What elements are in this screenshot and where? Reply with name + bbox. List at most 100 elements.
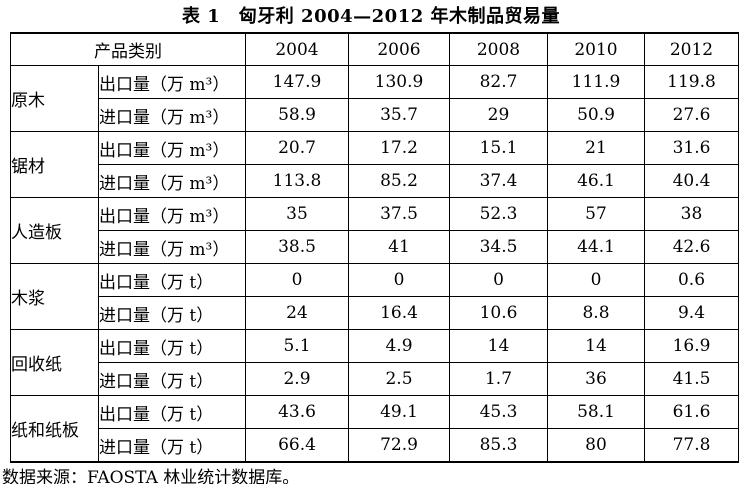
value-cell: 85.2 <box>348 164 450 198</box>
value-cell: 52.3 <box>449 197 548 231</box>
value-cell: 80 <box>547 428 645 463</box>
value-cell: 14 <box>547 329 645 363</box>
value-cell: 29 <box>449 98 548 132</box>
value-cell: 16.9 <box>644 329 739 363</box>
value-cell: 31.6 <box>644 131 739 165</box>
value-cell: 4.9 <box>348 329 450 363</box>
measure-cell: 进口量（万 t） <box>98 362 246 396</box>
measure-cell: 进口量（万 t） <box>98 296 246 330</box>
table-row: 进口量（万 m³） 113.8 85.2 37.4 46.1 40.4 <box>11 164 739 198</box>
year-header-cell: 2006 <box>348 32 450 66</box>
table-row: 回收纸 出口量（万 t） 5.1 4.9 14 14 16.9 <box>10 329 739 396</box>
table-row: 进口量（万 m³） 38.5 41 34.5 44.1 42.6 <box>11 230 739 264</box>
value-cell: 82.7 <box>449 65 548 99</box>
year-header-cell: 2010 <box>547 32 645 66</box>
measure-cell: 出口量（万 m³） <box>98 131 246 165</box>
value-cell: 5.1 <box>245 329 349 363</box>
category-cell: 原木 <box>10 65 99 132</box>
value-cell: 42.6 <box>644 230 739 264</box>
table-title: 表 1 匈牙利 2004—2012 年木制品贸易量 <box>181 6 561 27</box>
value-cell: 113.8 <box>245 164 349 198</box>
table-row: 进口量（万 t） 66.4 72.9 85.3 80 77.8 <box>11 428 739 463</box>
value-cell: 46.1 <box>547 164 645 198</box>
table-row: 原木 出口量（万 m³） 147.9 130.9 82.7 111.9 119.… <box>10 65 739 132</box>
value-cell: 77.8 <box>644 428 739 463</box>
table-row: 纸和纸板 出口量（万 t） 43.6 49.1 45.3 58.1 61.6 <box>10 395 739 463</box>
category-cell: 回收纸 <box>10 329 99 396</box>
table-row: 锯材 出口量（万 m³） 20.7 17.2 15.1 21 31.6 <box>10 131 739 198</box>
value-cell: 34.5 <box>449 230 548 264</box>
value-cell: 37.4 <box>449 164 548 198</box>
value-cell: 24 <box>245 296 349 330</box>
value-cell: 0 <box>547 263 645 297</box>
measure-cell: 进口量（万 m³） <box>98 230 246 264</box>
year-header-cell: 2008 <box>449 32 548 66</box>
table-row: 进口量（万 t） 2.9 2.5 1.7 36 41.5 <box>11 362 739 396</box>
year-header-cell: 2004 <box>245 32 349 66</box>
value-cell: 17.2 <box>348 131 450 165</box>
value-cell: 72.9 <box>348 428 450 463</box>
measure-cell: 进口量（万 m³） <box>98 164 246 198</box>
value-cell: 2.9 <box>245 362 349 396</box>
value-cell: 58.1 <box>547 395 645 429</box>
measure-cell: 出口量（万 t） <box>98 395 246 429</box>
measure-cell: 出口量（万 t） <box>98 263 246 297</box>
value-cell: 147.9 <box>245 65 349 99</box>
value-cell: 37.5 <box>348 197 450 231</box>
value-cell: 111.9 <box>547 65 645 99</box>
value-cell: 27.6 <box>644 98 739 132</box>
measure-cell: 出口量（万 m³） <box>98 65 246 99</box>
value-cell: 20.7 <box>245 131 349 165</box>
value-cell: 66.4 <box>245 428 349 463</box>
value-cell: 0 <box>348 263 450 297</box>
table-row: 木浆 出口量（万 t） 0 0 0 0 0.6 <box>10 263 739 330</box>
table-row: 人造板 出口量（万 m³） 35 37.5 52.3 57 38 <box>10 197 739 264</box>
measure-cell: 出口量（万 m³） <box>98 197 246 231</box>
value-cell: 43.6 <box>245 395 349 429</box>
value-cell: 0 <box>245 263 349 297</box>
header-row: 产品类别 2004 2006 2008 2010 2012 <box>10 32 739 66</box>
value-cell: 61.6 <box>644 395 739 429</box>
measure-cell: 进口量（万 m³） <box>98 98 246 132</box>
measure-cell: 进口量（万 t） <box>98 428 246 463</box>
table-row: 进口量（万 t） 24 16.4 10.6 8.8 9.4 <box>11 296 739 330</box>
value-cell: 35 <box>245 197 349 231</box>
corner-header-cell: 产品类别 <box>10 32 246 66</box>
value-cell: 14 <box>449 329 548 363</box>
value-cell: 8.8 <box>547 296 645 330</box>
data-source-note: 数据来源：FAOSTA 林业统计数据库。 <box>2 468 300 484</box>
value-cell: 119.8 <box>644 65 739 99</box>
value-cell: 21 <box>547 131 645 165</box>
value-cell: 0 <box>449 263 548 297</box>
measure-cell: 出口量（万 t） <box>98 329 246 363</box>
value-cell: 40.4 <box>644 164 739 198</box>
value-cell: 0.6 <box>644 263 739 297</box>
value-cell: 35.7 <box>348 98 450 132</box>
value-cell: 45.3 <box>449 395 548 429</box>
value-cell: 85.3 <box>449 428 548 463</box>
category-cell: 人造板 <box>10 197 99 264</box>
category-cell: 纸和纸板 <box>10 395 99 463</box>
value-cell: 41.5 <box>644 362 739 396</box>
category-cell: 木浆 <box>10 263 99 330</box>
value-cell: 15.1 <box>449 131 548 165</box>
value-cell: 49.1 <box>348 395 450 429</box>
table-row: 进口量（万 m³） 58.9 35.7 29 50.9 27.6 <box>11 98 739 132</box>
value-cell: 9.4 <box>644 296 739 330</box>
value-cell: 50.9 <box>547 98 645 132</box>
value-cell: 130.9 <box>348 65 450 99</box>
value-cell: 57 <box>547 197 645 231</box>
value-cell: 58.9 <box>245 98 349 132</box>
trade-table: 产品类别 2004 2006 2008 2010 2012 原木 出口量（万 m… <box>10 32 739 463</box>
value-cell: 44.1 <box>547 230 645 264</box>
value-cell: 38 <box>644 197 739 231</box>
value-cell: 36 <box>547 362 645 396</box>
value-cell: 2.5 <box>348 362 450 396</box>
value-cell: 38.5 <box>245 230 349 264</box>
value-cell: 10.6 <box>449 296 548 330</box>
year-header-cell: 2012 <box>644 32 739 66</box>
value-cell: 16.4 <box>348 296 450 330</box>
category-cell: 锯材 <box>10 131 99 198</box>
value-cell: 41 <box>348 230 450 264</box>
